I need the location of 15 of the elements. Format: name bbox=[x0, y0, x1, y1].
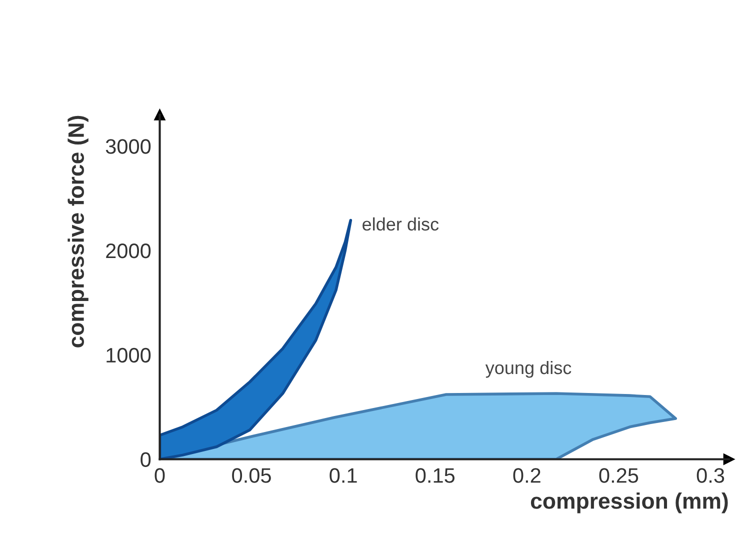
x-tick-label: 0 bbox=[154, 468, 165, 483]
y-tick-label: 3000 bbox=[106, 139, 151, 154]
x-tick-label: 0.15 bbox=[416, 468, 455, 483]
y-tick-label: 2000 bbox=[106, 243, 151, 258]
annotation: young disc bbox=[485, 360, 572, 378]
x-tick-label: 0.3 bbox=[696, 468, 724, 483]
annotation: elder disc bbox=[362, 217, 439, 231]
x-tick-label: 0.25 bbox=[599, 468, 638, 483]
y-tick-label: 0 bbox=[140, 452, 151, 467]
y-tick-label: 1000 bbox=[106, 348, 151, 363]
y-axis-title: compressive force (N) bbox=[68, 116, 88, 348]
x-tick-label: 0.05 bbox=[232, 468, 271, 483]
x-axis-title: compression (mm) bbox=[530, 492, 728, 514]
x-tick-label: 0.1 bbox=[330, 468, 357, 483]
x-tick-label: 0.2 bbox=[513, 468, 540, 483]
